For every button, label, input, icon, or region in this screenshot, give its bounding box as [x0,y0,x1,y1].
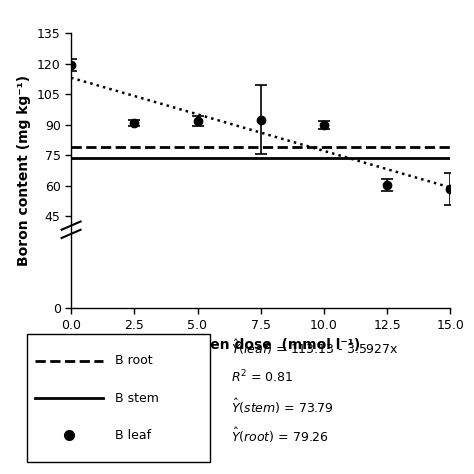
Text: B stem: B stem [115,392,159,405]
X-axis label: Nitrogen dose  (mmol l⁻¹): Nitrogen dose (mmol l⁻¹) [161,338,360,353]
Text: B leaf: B leaf [115,429,151,442]
Y-axis label: Boron content (mg kg⁻¹): Boron content (mg kg⁻¹) [17,75,31,266]
Text: $R^2$ = 0.81: $R^2$ = 0.81 [231,369,293,385]
Text: $\hat{Y}$($stem$) = 73.79: $\hat{Y}$($stem$) = 73.79 [231,397,334,416]
Text: $\hat{Y}$($root$) = 79.26: $\hat{Y}$($root$) = 79.26 [231,426,328,445]
Text: $\hat{Y}$($leaf$) = 113.13 - 3.5927x: $\hat{Y}$($leaf$) = 113.13 - 3.5927x [231,338,398,357]
Text: B root: B root [115,355,152,367]
